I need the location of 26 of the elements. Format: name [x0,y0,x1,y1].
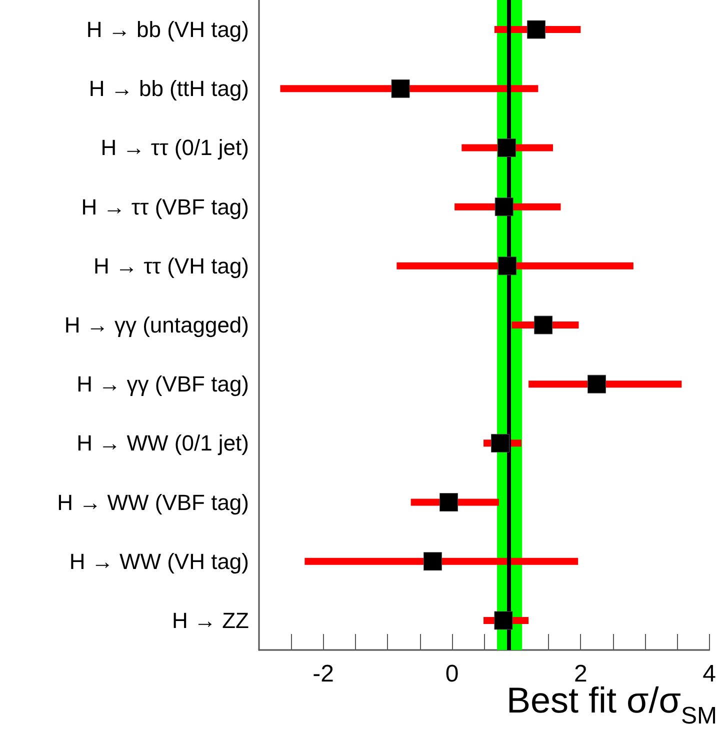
y-tick-label: H → ZZ [172,608,249,633]
x-tick-label: 0 [445,660,459,688]
y-tick-label: H → γγ (VBF tag) [76,372,249,397]
y-tick-label: H → ττ (0/1 jet) [100,135,249,160]
y-tick-label: H → ττ (VH tag) [93,253,249,278]
y-tick-label: H → ττ (VBF tag) [81,194,249,220]
point [527,20,546,39]
point [494,611,513,630]
x-tick-label: 2 [574,660,588,688]
point [494,198,514,216]
x-tick-label: -2 [312,660,334,688]
point [391,79,410,98]
point [440,493,458,512]
point [497,138,516,157]
y-tick-label: H → bb (VH tag) [86,17,249,42]
y-tick-label: H → WW (VH tag) [69,548,249,574]
y-tick-label: H → WW (VBF tag) [57,490,249,515]
point [534,316,553,334]
y-tick-label: H → γγ (untagged) [64,312,249,338]
point [498,256,517,276]
x-tick-label: 4 [702,660,716,688]
point [423,552,442,571]
point [490,434,510,452]
point [587,374,606,394]
y-tick-label: H → WW (0/1 jet) [76,430,249,456]
y-tick-label: H → bb (ttH tag) [88,76,249,102]
